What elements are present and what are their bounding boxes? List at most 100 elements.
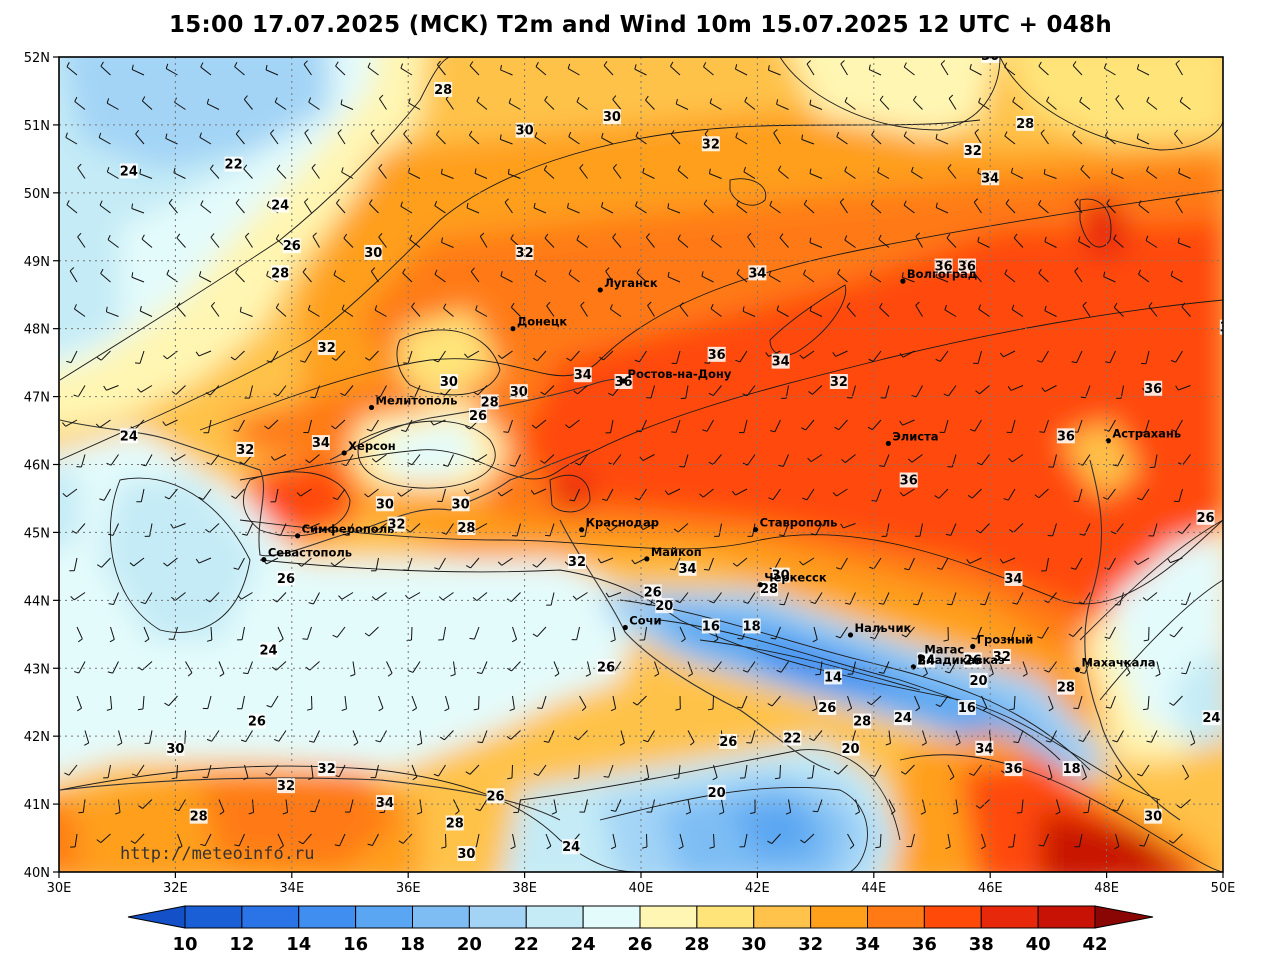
contour-label: 36 — [1220, 319, 1223, 336]
wind-barb — [870, 626, 882, 640]
wind-barb — [1104, 131, 1116, 145]
wind-barb — [371, 454, 387, 463]
city-marker: Майкоп — [644, 545, 702, 562]
wind-barb — [243, 164, 253, 179]
wind-barb — [708, 661, 722, 673]
wind-barb — [1167, 557, 1183, 564]
svg-text:36: 36 — [1004, 762, 1022, 777]
wind-barb — [367, 833, 379, 846]
wind-barb — [472, 592, 488, 602]
svg-text:28: 28 — [481, 395, 499, 410]
contour-label: 28 — [434, 81, 452, 98]
wind-barb — [679, 302, 689, 317]
city-marker: Элиста — [885, 429, 939, 447]
wind-barb — [1169, 695, 1183, 706]
wind-barb — [802, 488, 815, 501]
wind-barb — [311, 163, 320, 179]
svg-text:18: 18 — [1063, 762, 1081, 777]
contour-label: 34 — [312, 435, 330, 451]
wind-barb — [170, 454, 186, 462]
wind-barb — [1134, 557, 1150, 565]
wind-barb — [334, 833, 346, 847]
wind-barb — [976, 454, 990, 466]
wind-barb — [174, 799, 186, 812]
wind-barb — [1071, 350, 1083, 364]
wind-barb — [411, 302, 421, 317]
wind-barb — [77, 163, 86, 179]
wind-barb — [411, 695, 418, 712]
wind-barb — [303, 419, 312, 434]
svg-text:36: 36 — [1144, 382, 1162, 397]
wind-barb — [302, 267, 312, 283]
wind-barb — [1105, 350, 1116, 364]
wind-barb — [734, 64, 748, 76]
wind-barb — [742, 385, 756, 397]
wind-barb — [474, 168, 488, 179]
wind-barb — [235, 198, 245, 214]
colorbar-swatch — [525, 905, 584, 929]
wind-barb — [736, 200, 748, 214]
wind-barb — [807, 764, 815, 779]
wind-barb — [940, 60, 949, 76]
wind-barb — [1047, 523, 1057, 537]
city-marker: Астрахань — [1105, 427, 1181, 444]
wind-barb — [370, 129, 379, 145]
contour-label: 36 — [708, 346, 726, 363]
wind-barb — [799, 350, 815, 359]
wind-barb — [667, 203, 681, 214]
wind-barb — [710, 234, 722, 248]
wind-barb — [610, 799, 622, 812]
wind-barb — [476, 96, 488, 110]
city-name: Луганск — [604, 276, 658, 290]
wind-barb — [138, 799, 153, 809]
wind-barb — [434, 200, 446, 214]
svg-text:30: 30 — [516, 124, 534, 139]
wind-barb — [971, 626, 982, 640]
svg-text:26: 26 — [283, 239, 301, 254]
colorbar-swatch — [184, 905, 243, 929]
wind-barb — [750, 799, 756, 815]
wind-barb — [1008, 454, 1024, 463]
wind-barb — [968, 764, 982, 776]
contour-label: 20 — [841, 740, 860, 757]
wind-barb — [904, 557, 915, 571]
wind-barb — [1009, 523, 1024, 533]
wind-barb — [202, 695, 212, 710]
wind-barb — [534, 269, 547, 283]
wind-barb — [195, 350, 212, 357]
wind-barb — [639, 523, 655, 531]
wind-barb — [899, 419, 915, 426]
wind-barb — [134, 350, 145, 364]
wind-barb — [687, 730, 695, 746]
svg-text:36: 36 — [900, 473, 918, 488]
wind-barb — [1038, 833, 1049, 847]
lon-tick-label: 34E — [279, 881, 304, 896]
wind-barb — [605, 592, 622, 598]
colorbar-label: 38 — [969, 934, 994, 955]
wind-barb — [1048, 454, 1057, 468]
city-markers: Волгоград Луганск Донецк Ростов-на-Дону Мели… — [261, 267, 1181, 673]
wind-barb — [543, 165, 555, 179]
wind-barb — [913, 95, 923, 110]
wind-barb — [1176, 799, 1191, 809]
wind-barb — [807, 454, 823, 463]
wind-barb — [465, 557, 480, 569]
wind-barb — [513, 799, 521, 814]
city-name: Нальчик — [855, 621, 912, 635]
wind-barb — [634, 488, 647, 501]
wind-barb — [533, 202, 547, 214]
wind-barb — [731, 488, 748, 496]
wind-barb — [333, 270, 346, 283]
wind-barb — [1182, 764, 1190, 781]
wind-barb — [444, 695, 450, 712]
wind-barb — [1115, 764, 1123, 781]
lat-tick-label: 52N — [24, 51, 50, 66]
wind-barb — [568, 269, 580, 283]
wind-barb — [1074, 833, 1083, 848]
wind-barb — [400, 419, 413, 432]
wind-barb — [117, 730, 123, 746]
wind-barb — [969, 64, 982, 76]
wind-barb — [107, 661, 119, 674]
lon-tick-label: 40E — [629, 881, 654, 896]
wind-barb — [468, 130, 480, 145]
